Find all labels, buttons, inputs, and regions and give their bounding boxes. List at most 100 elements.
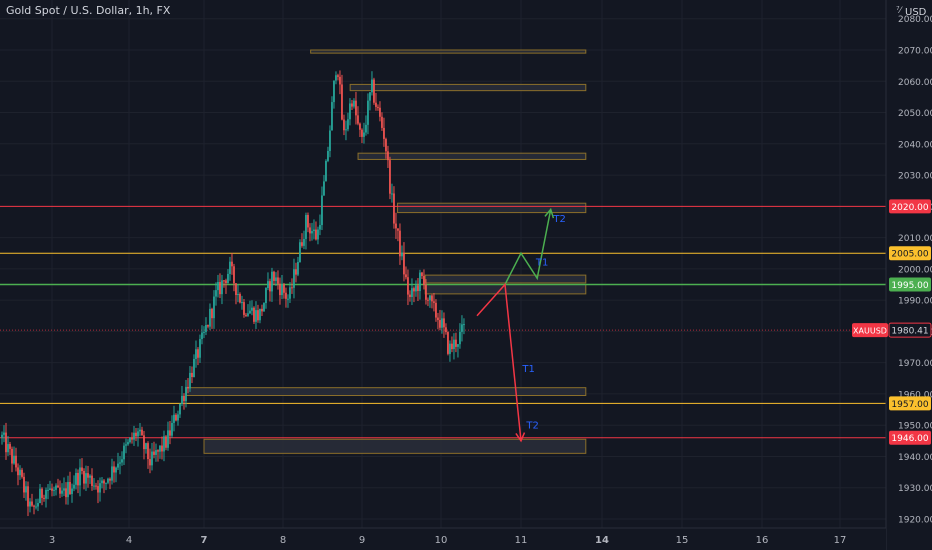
candle-body — [39, 488, 41, 504]
candle-body — [255, 310, 257, 322]
candle-body — [321, 195, 323, 226]
candle-body — [59, 487, 61, 494]
price-tick-label: 2000.00 — [898, 265, 932, 275]
resistance-2005-price-text: 2005.00 — [891, 250, 928, 260]
candle-body — [125, 444, 127, 446]
candle-body — [335, 75, 337, 81]
zone-1942[interactable] — [203, 438, 587, 454]
candle-body — [233, 266, 235, 284]
support-1946-price-text: 1946.00 — [891, 434, 928, 444]
candle-body — [157, 450, 159, 452]
candle-body — [293, 269, 295, 288]
candle-body — [377, 106, 379, 108]
candle-body — [63, 488, 65, 491]
candle-body — [261, 308, 263, 312]
zone-1960[interactable] — [186, 387, 587, 396]
candle-body — [379, 107, 381, 117]
candle-body — [415, 285, 417, 292]
candle-body — [373, 79, 375, 103]
time-tick-label: 3 — [49, 535, 55, 546]
time-axis-panel[interactable] — [0, 528, 886, 550]
price-axis-panel[interactable] — [886, 0, 932, 550]
candle-body — [55, 485, 57, 490]
candle-body — [419, 272, 421, 292]
zone-2020[interactable] — [397, 202, 587, 214]
candle-body — [437, 317, 439, 321]
candle-body — [1, 434, 3, 438]
horizontal-lines[interactable] — [0, 205, 886, 439]
candle-body — [289, 287, 291, 299]
projections[interactable] — [476, 207, 555, 443]
candle-body — [407, 277, 409, 295]
candle-body — [43, 497, 45, 499]
candle-body — [365, 124, 367, 133]
last-price-text: 1980.41 — [891, 327, 928, 337]
candle-body — [65, 488, 67, 498]
candle-body — [95, 485, 97, 487]
candle-body — [455, 339, 457, 347]
pivot-1995-price-tag — [889, 277, 931, 292]
candle-body — [91, 475, 93, 487]
scale-glyph[interactable]: ⁷⁄ — [896, 6, 904, 16]
candle-body — [463, 324, 465, 326]
candle-body — [3, 432, 5, 435]
candle-body — [217, 282, 219, 291]
candle-body — [203, 331, 205, 333]
candle-body — [367, 100, 369, 125]
t1-bear-label: T1 — [521, 364, 534, 375]
candle-body — [109, 478, 111, 481]
candle-body — [391, 193, 393, 195]
candle-body — [361, 129, 363, 137]
candle-body — [201, 332, 203, 340]
candle-body — [123, 445, 125, 460]
candle-body — [287, 298, 289, 300]
candle-body — [235, 283, 237, 296]
zone-1995-a[interactable] — [424, 274, 587, 284]
candle-body — [453, 339, 455, 350]
symbol-tag — [852, 323, 888, 338]
candle-body — [319, 225, 321, 230]
candle-body — [269, 281, 271, 292]
candle-body — [461, 324, 463, 332]
zone-2058[interactable] — [349, 83, 587, 92]
candle-body — [273, 271, 275, 281]
candle-body — [443, 318, 445, 328]
candle-body — [69, 481, 71, 495]
candle-body — [265, 288, 267, 304]
zone-2070[interactable] — [310, 49, 587, 54]
candle-body — [61, 490, 63, 494]
time-tick-label: 7 — [201, 535, 208, 546]
candle-body — [75, 472, 77, 485]
bearish-path[interactable] — [476, 282, 522, 441]
candle-body — [239, 294, 241, 303]
candle-body — [209, 308, 211, 327]
candle-body — [143, 435, 145, 450]
candle-body — [263, 303, 265, 312]
zone-2036[interactable] — [357, 152, 587, 160]
candle-body — [451, 343, 453, 350]
candle-body — [241, 302, 243, 304]
currency-label[interactable]: USD — [905, 7, 927, 18]
price-tick-label: 1990.00 — [898, 297, 932, 307]
bullish-path[interactable] — [504, 209, 552, 285]
candle-body — [213, 296, 215, 319]
time-tick-label: 10 — [435, 535, 448, 546]
candle-body — [171, 422, 173, 436]
candle-body — [291, 287, 293, 289]
candle-body — [431, 295, 433, 302]
candle-body — [259, 308, 261, 321]
candle-body — [295, 269, 297, 275]
candle-body — [147, 443, 149, 460]
candle-body — [345, 129, 347, 131]
candle-body — [175, 414, 177, 421]
candle-body — [283, 284, 285, 293]
candle-body — [145, 443, 147, 450]
time-tick-label: 8 — [280, 535, 286, 546]
candle-body — [247, 313, 249, 316]
price-tick-label: 1970.00 — [898, 359, 932, 369]
candle-body — [353, 100, 355, 107]
candle-body — [159, 445, 161, 452]
candle-body — [187, 386, 189, 389]
candle-body — [267, 281, 269, 289]
